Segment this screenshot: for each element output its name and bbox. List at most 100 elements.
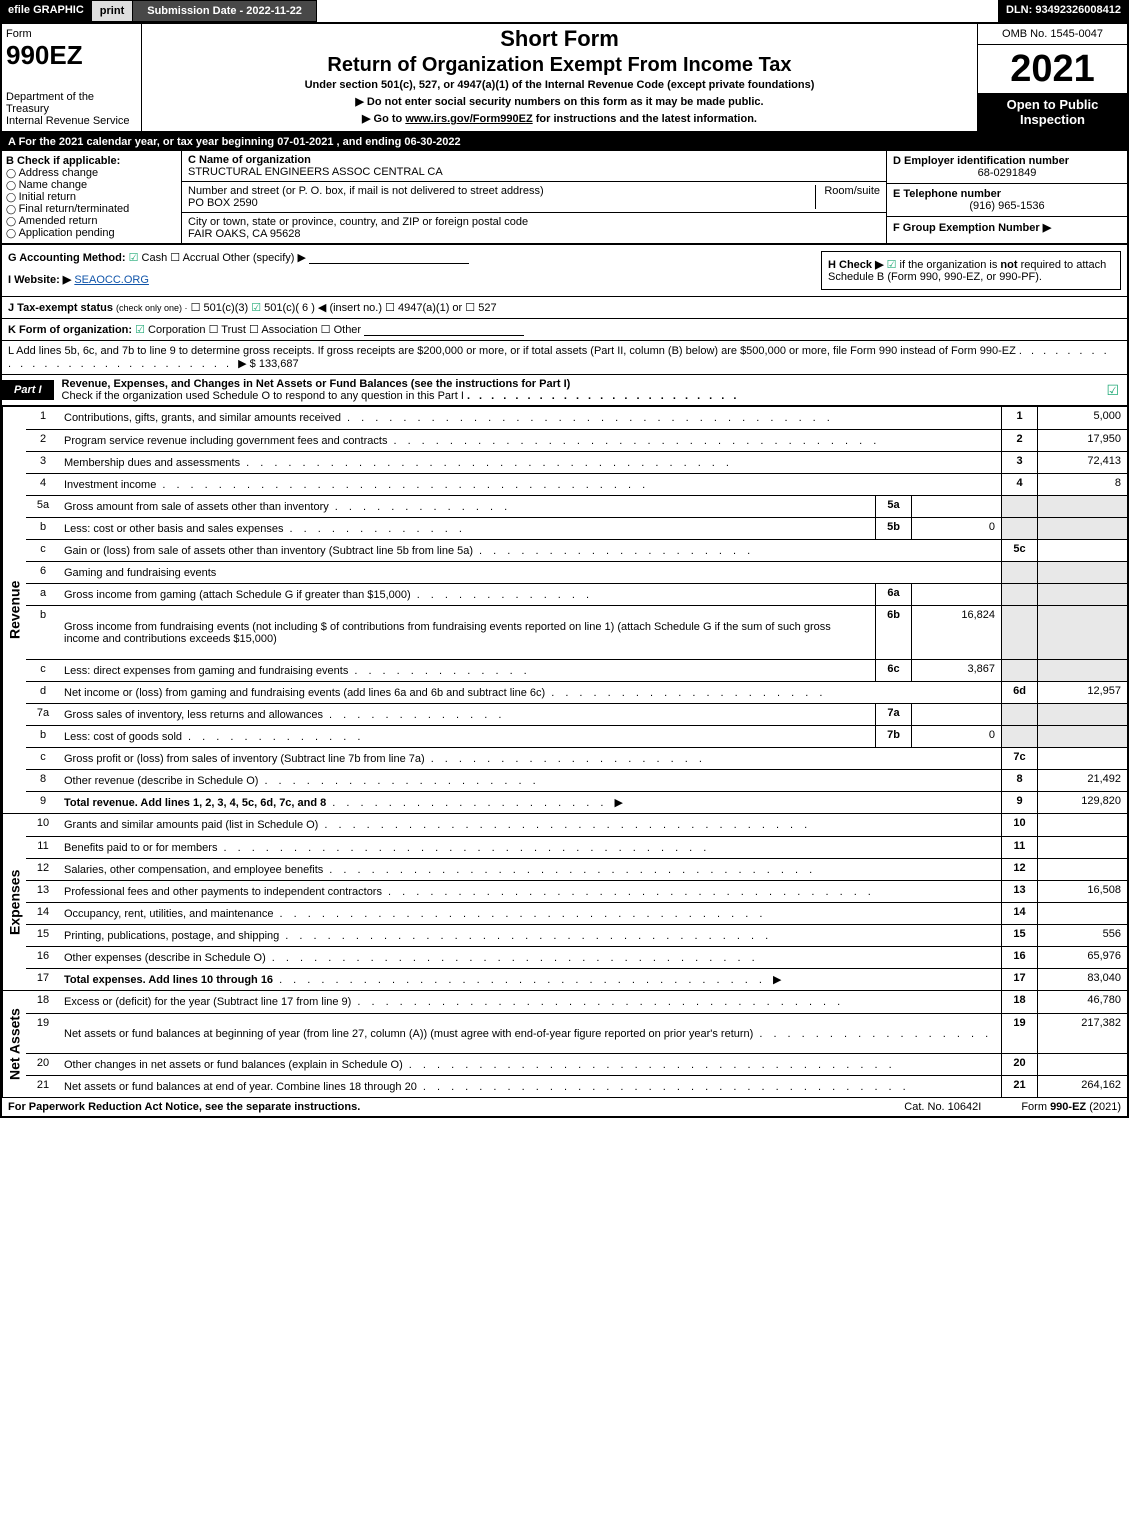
goto-note: ▶ Go to www.irs.gov/Form990EZ for instru… — [148, 112, 971, 125]
chk-final-return[interactable]: Final return/terminated — [6, 203, 177, 215]
line-amount — [1037, 814, 1127, 836]
line-num: b — [26, 606, 60, 659]
omb-number: OMB No. 1545-0047 — [978, 24, 1127, 45]
b-label: B Check if applicable: — [6, 155, 177, 167]
line-amount — [1037, 859, 1127, 880]
line-mid-refnum: 5a — [875, 496, 911, 517]
line-amount: 217,382 — [1037, 1014, 1127, 1053]
h-text1: if the organization is — [900, 259, 1001, 271]
expenses-sidelabel: Expenses — [2, 814, 26, 990]
g-other-label: Other (specify) ▶ — [222, 252, 306, 264]
chk-association[interactable]: Association — [249, 324, 318, 336]
line-refnum — [1001, 584, 1037, 605]
chk-name-change[interactable]: Name change — [6, 179, 177, 191]
line-desc: Contributions, gifts, grants, and simila… — [60, 407, 1001, 429]
g-other-blank[interactable] — [309, 252, 469, 264]
line-refnum: 1 — [1001, 407, 1037, 429]
line-row: 8Other revenue (describe in Schedule O).… — [26, 769, 1127, 791]
return-title: Return of Organization Exempt From Incom… — [148, 54, 971, 77]
k-other-blank[interactable] — [364, 324, 524, 336]
h-label: H Check ▶ — [828, 259, 884, 271]
line-amount: 21,492 — [1037, 770, 1127, 791]
header-left: Form 990EZ Department of the Treasury In… — [2, 24, 142, 131]
d-ein: D Employer identification number 68-0291… — [887, 151, 1127, 184]
line-row: 12Salaries, other compensation, and empl… — [26, 858, 1127, 880]
line-refnum — [1001, 704, 1037, 725]
chk-501c[interactable]: 501(c)( 6 ) ◀ (insert no.) — [251, 302, 382, 314]
line-row: 15Printing, publications, postage, and s… — [26, 924, 1127, 946]
chk-initial-return[interactable]: Initial return — [6, 191, 177, 203]
chk-other-org[interactable]: Other — [321, 324, 361, 336]
form-label-bold: 990-EZ — [1050, 1101, 1086, 1113]
line-amount: 17,950 — [1037, 430, 1127, 451]
line-mid-refnum: 7b — [875, 726, 911, 747]
c-street-row: Number and street (or P. O. box, if mail… — [182, 182, 886, 213]
line-amount: 5,000 — [1037, 407, 1127, 429]
line-row: 14Occupancy, rent, utilities, and mainte… — [26, 902, 1127, 924]
line-desc: Printing, publications, postage, and shi… — [60, 925, 1001, 946]
chk-address-change[interactable]: Address change — [6, 167, 177, 179]
line-refnum — [1001, 518, 1037, 539]
line-amount: 83,040 — [1037, 969, 1127, 990]
chk-amended-return[interactable]: Amended return — [6, 215, 177, 227]
h-not: not — [1000, 259, 1017, 271]
chk-trust[interactable]: Trust — [209, 324, 246, 336]
part1-subtitle: Check if the organization used Schedule … — [62, 390, 464, 402]
line-refnum: 10 — [1001, 814, 1037, 836]
line-refnum: 3 — [1001, 452, 1037, 473]
section-b: B Check if applicable: Address change Na… — [2, 151, 182, 243]
chk-527[interactable]: 527 — [465, 302, 496, 314]
line-amount — [1037, 562, 1127, 583]
form-number: 990EZ — [6, 40, 137, 71]
chk-accrual[interactable]: Accrual — [170, 252, 219, 264]
c-city-row: City or town, state or province, country… — [182, 213, 886, 243]
website-link[interactable]: SEAOCC.ORG — [74, 274, 149, 286]
line-refnum: 18 — [1001, 991, 1037, 1013]
line-amount — [1037, 584, 1127, 605]
line-desc: Net assets or fund balances at end of ye… — [60, 1076, 1001, 1097]
line-num: 21 — [26, 1076, 60, 1097]
irs-link[interactable]: www.irs.gov/Form990EZ — [405, 113, 532, 125]
j-tax-exempt: J Tax-exempt status (check only one) · 5… — [0, 296, 1129, 318]
form-label-footer: Form 990-EZ (2021) — [1021, 1101, 1121, 1113]
line-desc: Net assets or fund balances at beginning… — [60, 1014, 1001, 1053]
line-row: 17Total expenses. Add lines 10 through 1… — [26, 968, 1127, 990]
cat-no: Cat. No. 10642I — [904, 1101, 981, 1113]
e-telephone: E Telephone number (916) 965-1536 — [887, 184, 1127, 217]
chk-cash[interactable]: Cash — [129, 252, 168, 264]
line-desc: Investment income. . . . . . . . . . . .… — [60, 474, 1001, 495]
line-row: cGain or (loss) from sale of assets othe… — [26, 539, 1127, 561]
l-amount: $ 133,687 — [250, 358, 299, 370]
line-num: d — [26, 682, 60, 703]
line-desc: Total revenue. Add lines 1, 2, 3, 4, 5c,… — [60, 792, 1001, 813]
line-num: 11 — [26, 837, 60, 858]
chk-schedule-b-not-required[interactable] — [887, 259, 900, 271]
line-desc: Other revenue (describe in Schedule O). … — [60, 770, 1001, 791]
line-row: bGross income from fundraising events (n… — [26, 605, 1127, 659]
no-ssn-note: ▶ Do not enter social security numbers o… — [148, 95, 971, 108]
line-num: 4 — [26, 474, 60, 495]
line-amount — [1037, 518, 1127, 539]
line-num: 3 — [26, 452, 60, 473]
org-name: STRUCTURAL ENGINEERS ASSOC CENTRAL CA — [188, 166, 880, 178]
line-row: 9Total revenue. Add lines 1, 2, 3, 4, 5c… — [26, 791, 1127, 813]
line-desc: Gross profit or (loss) from sales of inv… — [60, 748, 1001, 769]
chk-application-pending[interactable]: Application pending — [6, 227, 177, 239]
l-text: L Add lines 5b, 6c, and 7b to line 9 to … — [8, 345, 1016, 357]
chk-corporation[interactable]: Corporation — [135, 324, 205, 336]
line-desc: Gain or (loss) from sale of assets other… — [60, 540, 1001, 561]
netassets-sidelabel: Net Assets — [2, 991, 26, 1097]
line-num: 6 — [26, 562, 60, 583]
print-button[interactable]: print — [92, 0, 133, 22]
netassets-lines: 18Excess or (deficit) for the year (Subt… — [26, 991, 1127, 1097]
revenue-section: Revenue 1Contributions, gifts, grants, a… — [0, 407, 1129, 813]
line-num: b — [26, 726, 60, 747]
line-row: 16Other expenses (describe in Schedule O… — [26, 946, 1127, 968]
line-amount — [1037, 704, 1127, 725]
chk-4947[interactable]: 4947(a)(1) or — [385, 302, 462, 314]
open-to-public: Open to Public Inspection — [978, 93, 1127, 131]
line-row: 1Contributions, gifts, grants, and simil… — [26, 407, 1127, 429]
line-row: 19Net assets or fund balances at beginni… — [26, 1013, 1127, 1053]
chk-501c3[interactable]: 501(c)(3) — [191, 302, 249, 314]
goto-suffix: for instructions and the latest informat… — [533, 113, 757, 125]
